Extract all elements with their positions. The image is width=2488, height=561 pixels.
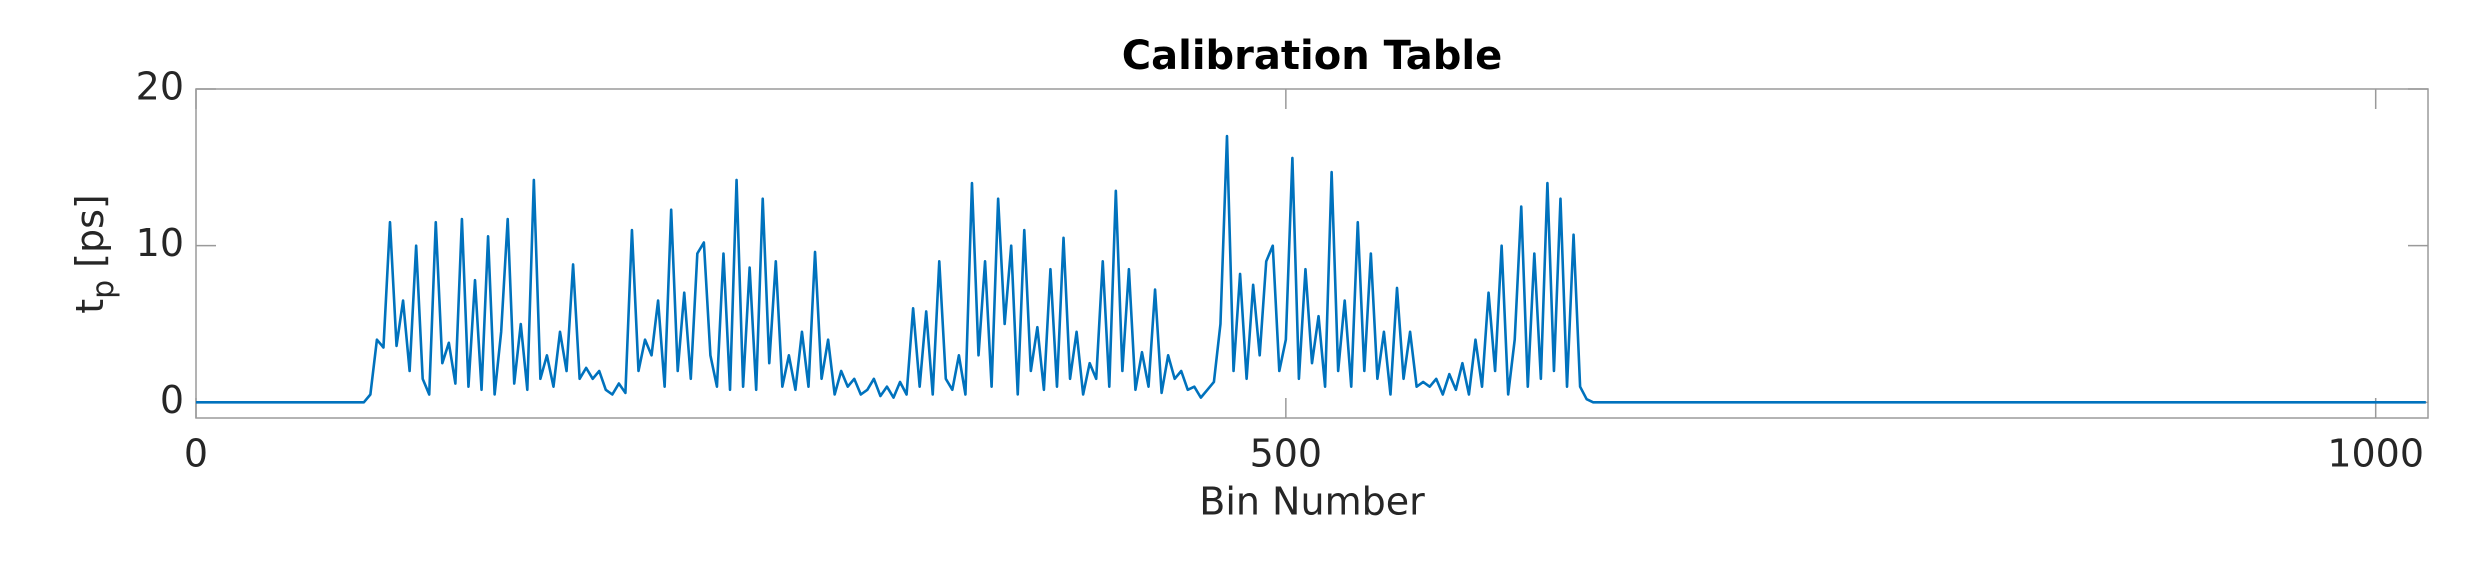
y-label-suffix: [ps] (68, 194, 112, 268)
y-axis-label: tp [ps] (68, 194, 121, 314)
y-tick-label: 0 (160, 378, 184, 422)
plot-box (195, 88, 2429, 419)
chart-title: Calibration Table (1122, 33, 1502, 79)
y-label-main: t (68, 299, 112, 314)
data-line (196, 134, 2426, 404)
x-tick-label: 1000 (2327, 432, 2424, 476)
y-tick-label: 20 (136, 65, 184, 109)
y-label-subscript: p (86, 280, 121, 299)
y-tick-label: 10 (136, 221, 184, 265)
x-tick-label: 500 (1250, 432, 1323, 476)
x-tick-label: 0 (184, 432, 208, 476)
x-axis-label: Bin Number (1199, 480, 1425, 524)
